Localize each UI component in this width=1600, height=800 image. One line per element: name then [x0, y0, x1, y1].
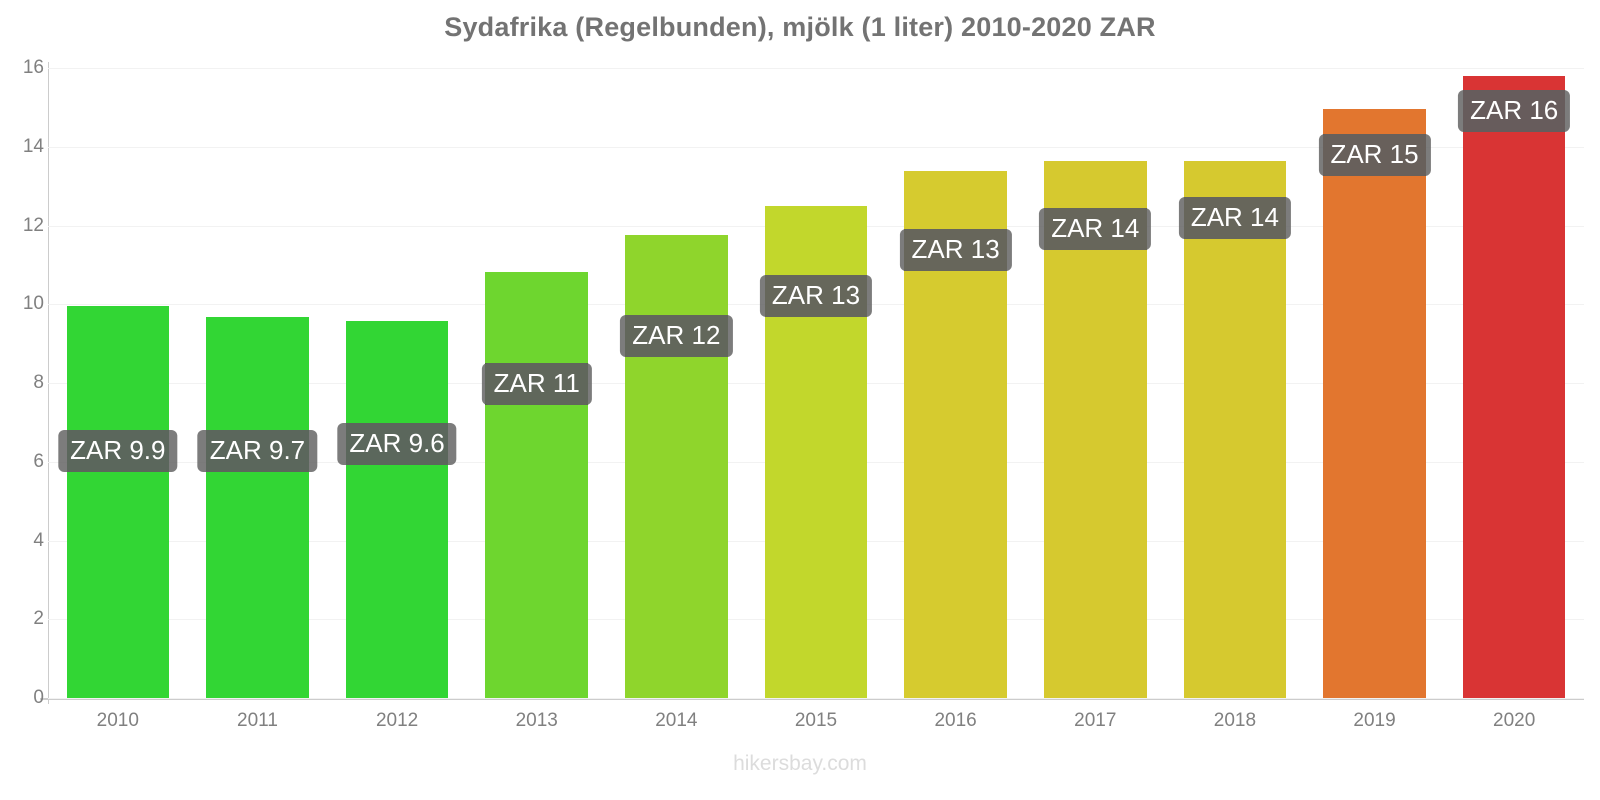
x-axis-tick-label-2015: 2015 — [794, 710, 838, 731]
y-axis-tick-label: 14 — [22, 135, 44, 157]
bar-2020[interactable] — [1462, 75, 1566, 698]
bar-2010[interactable] — [66, 306, 170, 698]
footer-credit: hikersbay.com — [733, 752, 867, 775]
x-axis-tick-label-2016: 2016 — [934, 710, 977, 731]
x-axis-tick-label-2019: 2019 — [1353, 710, 1396, 731]
value-label-2014: ZAR 12 — [620, 315, 733, 358]
bar-2018[interactable] — [1183, 160, 1287, 698]
bar-2019[interactable] — [1323, 109, 1426, 698]
value-label-2017: ZAR 14 — [1039, 207, 1152, 250]
x-axis-line — [40, 698, 1584, 700]
y-axis-tick-label: 4 — [33, 529, 44, 551]
bar-2011[interactable] — [206, 316, 309, 698]
x-axis-tick-label-2018: 2018 — [1213, 710, 1257, 731]
y-axis-tick-label: 6 — [33, 450, 44, 472]
gridline — [48, 68, 1584, 69]
y-axis-tick-label: 12 — [22, 214, 44, 236]
value-label-2020: ZAR 16 — [1458, 89, 1571, 132]
y-axis-tick-label: 2 — [33, 608, 44, 630]
y-axis-tick-label: 10 — [22, 293, 44, 315]
gridline — [48, 698, 1584, 699]
x-axis-tick-label-2011: 2011 — [237, 710, 278, 731]
x-axis-tick-label-2012: 2012 — [375, 710, 419, 731]
x-axis-tick-label-2020: 2020 — [1493, 710, 1536, 731]
y-axis-tick-label: 8 — [33, 372, 44, 393]
value-label-2011: ZAR 9.7 — [197, 429, 318, 472]
bar-2017[interactable] — [1043, 160, 1147, 698]
bar-2014[interactable] — [625, 235, 728, 698]
value-label-2012: ZAR 9.6 — [337, 423, 457, 466]
bar-2012[interactable] — [345, 321, 449, 698]
plot-area: ZAR 9.9 ZAR 9.7 ZAR 9.6 ZAR 11 ZAR 12 ZAR 13 Z… — [48, 68, 1584, 699]
x-axis-tick-label-2017: 2017 — [1074, 710, 1117, 731]
value-label-2010: ZAR 9.9 — [58, 430, 178, 473]
chart-title: Sydafrika (Regelbunden), mjölk (1 liter)… — [444, 12, 1156, 42]
gridline — [48, 146, 1584, 148]
x-axis-tick-label-2010: 2010 — [96, 710, 139, 731]
y-axis-tick-label: 16 — [22, 57, 44, 78]
bar-2013[interactable] — [485, 271, 589, 698]
value-label-2015: ZAR 13 — [759, 274, 873, 317]
x-axis-tick-label-2014: 2014 — [655, 710, 698, 731]
x-axis-tick-label-2013: 2013 — [515, 710, 558, 731]
value-label-2016: ZAR 13 — [899, 229, 1012, 272]
value-label-2019: ZAR 15 — [1318, 134, 1431, 177]
value-label-2013: ZAR 11 — [481, 362, 592, 405]
y-axis-tick-label: 0 — [33, 687, 44, 708]
value-label-2018: ZAR 14 — [1178, 196, 1291, 239]
